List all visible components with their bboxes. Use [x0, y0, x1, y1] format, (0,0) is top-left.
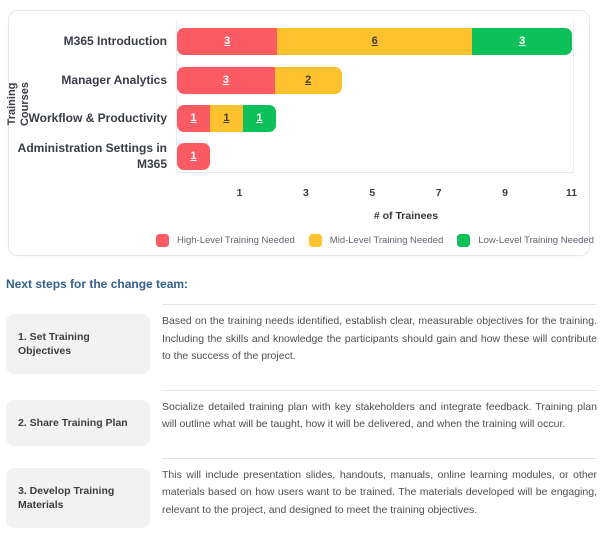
- bar-value-label[interactable]: 1: [190, 112, 196, 124]
- step-title: 2. Share Training Plan: [6, 400, 150, 446]
- category-label: Workflow & Productivity: [9, 110, 167, 126]
- stacked-bar: 1 1 1: [177, 105, 276, 132]
- category-label: M365 Introduction: [9, 33, 167, 49]
- bar-value-label[interactable]: 1: [256, 112, 262, 124]
- x-tick-label: 7: [436, 187, 442, 199]
- legend-swatch-icon: [309, 234, 322, 247]
- bar-value-label[interactable]: 6: [372, 35, 378, 47]
- next-steps-heading: Next steps for the change team:: [6, 277, 597, 291]
- stacked-bar: 1: [177, 143, 210, 170]
- legend-swatch-icon: [156, 234, 169, 247]
- bar-value-label[interactable]: 3: [224, 35, 230, 47]
- bar-segment[interactable]: 3: [177, 67, 275, 94]
- bar-segment[interactable]: 1: [243, 105, 276, 132]
- x-axis: 1 3 5 7 9 11: [176, 185, 574, 199]
- legend-item[interactable]: Mid-Level Training Needed: [309, 234, 444, 247]
- step-title: 1. Set Training Objectives: [6, 314, 150, 374]
- x-tick-label: 11: [566, 187, 577, 199]
- legend-swatch-icon: [457, 234, 470, 247]
- bar-value-label[interactable]: 1: [190, 150, 196, 162]
- legend-label: Mid-Level Training Needed: [330, 235, 444, 246]
- next-steps-section: Next steps for the change team: 1. Set T…: [0, 277, 600, 543]
- step-title: 3. Develop Training Materials: [6, 468, 150, 528]
- bar-value-label[interactable]: 2: [305, 74, 311, 86]
- bar-segment[interactable]: 1: [177, 143, 210, 170]
- chart-legend: High-Level Training Needed Mid-Level Trai…: [176, 234, 574, 247]
- x-tick-label: 3: [303, 187, 309, 199]
- x-tick-label: 5: [369, 187, 375, 199]
- step-label-column: 2. Share Training Plan: [6, 390, 162, 446]
- bar-segment[interactable]: 2: [275, 67, 342, 94]
- x-tick-label: 9: [502, 187, 508, 199]
- step-description: Socialize detailed training plan with ke…: [162, 390, 597, 458]
- bar-value-label[interactable]: 3: [519, 35, 525, 47]
- category-label: Administration Settings in M365: [9, 140, 167, 172]
- step-row: 2. Share Training Plan Socialize detailed…: [6, 390, 597, 458]
- step-description: This will include presentation slides, h…: [162, 458, 597, 543]
- bar-segment[interactable]: 1: [210, 105, 243, 132]
- bar-value-label[interactable]: 1: [223, 112, 229, 124]
- stacked-bar: 3 6 3: [177, 28, 572, 55]
- bar-segment[interactable]: 6: [277, 28, 472, 55]
- bar-segment[interactable]: 3: [177, 28, 277, 55]
- step-label-column: 3. Develop Training Materials: [6, 458, 162, 528]
- step-description: Based on the training needs identified, …: [162, 304, 597, 390]
- bar-segment[interactable]: 3: [472, 28, 572, 55]
- x-axis-title: # of Trainees: [176, 210, 574, 222]
- x-tick-label: 1: [237, 187, 243, 199]
- legend-label: High-Level Training Needed: [177, 235, 295, 246]
- legend-item[interactable]: Low-Level Training Needed: [457, 234, 594, 247]
- bar-segment[interactable]: 1: [177, 105, 210, 132]
- category-label: Manager Analytics: [9, 72, 167, 88]
- step-label-column: 1. Set Training Objectives: [6, 304, 162, 374]
- legend-item[interactable]: High-Level Training Needed: [156, 234, 295, 247]
- bar-value-label[interactable]: 3: [223, 74, 229, 86]
- legend-label: Low-Level Training Needed: [478, 235, 594, 246]
